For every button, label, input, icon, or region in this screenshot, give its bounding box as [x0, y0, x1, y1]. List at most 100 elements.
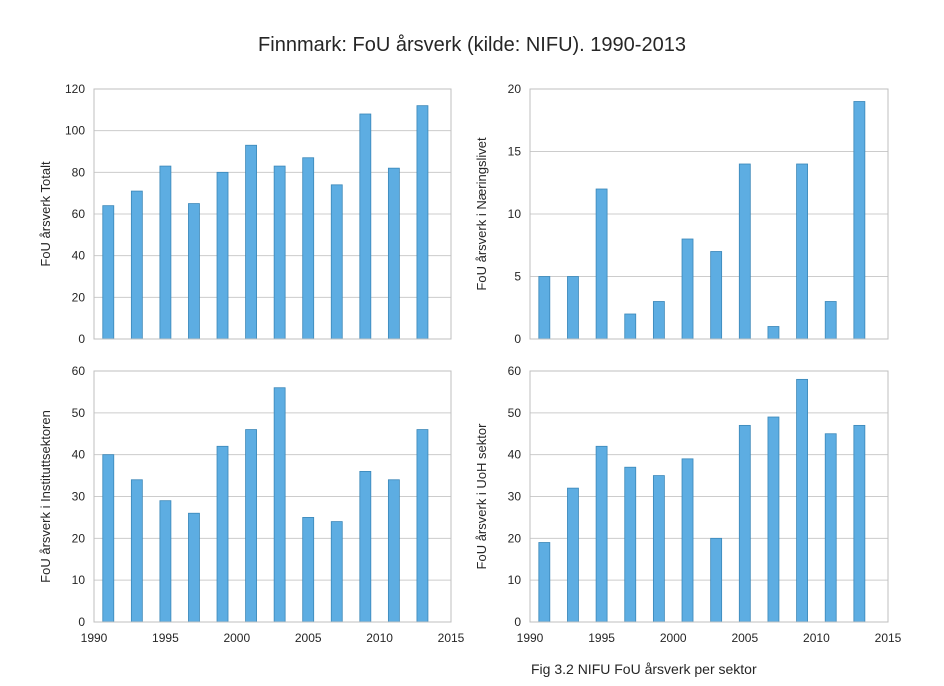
chart-panel-4: 0 10 20 30 40 50 60 1990 1995 2000 2005 2010 2015 FoU… [474, 364, 902, 645]
bar [853, 424, 866, 623]
bar [710, 537, 723, 623]
y-tick-label: 20 [508, 531, 522, 545]
y-tick-label: 5 [514, 270, 521, 284]
y-tick-label: 30 [72, 490, 86, 504]
bar [102, 205, 115, 340]
y-tick-label: 40 [508, 448, 522, 462]
y-tick-label: 50 [72, 406, 86, 420]
y-tick-label: 60 [72, 207, 86, 221]
bar [188, 512, 200, 623]
x-tick-label: 2000 [223, 631, 250, 645]
bar [330, 521, 343, 623]
y-tick-label: 100 [65, 124, 85, 138]
bar [652, 301, 665, 340]
plot-frame [529, 370, 889, 623]
bar [102, 454, 115, 623]
bar [824, 433, 837, 623]
bar [595, 188, 608, 340]
y-axis-label: FoU årsverk i Næringslivet [474, 137, 489, 291]
bar [216, 171, 229, 340]
bar [738, 424, 751, 623]
x-tick-label: 2005 [295, 631, 322, 645]
chart-panel-3: 0 10 20 30 40 50 60 1990 1995 2000 2005 2010 2015 FoU… [38, 364, 465, 645]
figure-title: Finnmark: FoU årsverk (kilde: NIFU). 199… [258, 34, 686, 56]
plot-frame [93, 370, 452, 623]
y-tick-label: 20 [72, 290, 86, 304]
x-tick-label: 2015 [438, 631, 465, 645]
bar [159, 500, 172, 623]
x-tick-label: 1990 [517, 631, 544, 645]
bar [245, 144, 257, 340]
y-tick-label: 60 [72, 364, 86, 378]
y-tick-label: 10 [72, 573, 86, 587]
bar [130, 190, 143, 340]
bar [567, 276, 579, 340]
bar [387, 479, 400, 623]
x-tick-label: 1990 [81, 631, 108, 645]
y-axis-label: FoU årsverk Totalt [38, 161, 53, 267]
bar [796, 163, 808, 340]
bar [652, 475, 665, 623]
y-tick-label: 15 [508, 145, 522, 159]
y-tick-label: 80 [72, 165, 86, 179]
bar [824, 301, 837, 340]
bar [359, 113, 372, 340]
bar [359, 470, 372, 623]
y-axis-label: FoU årsverk i UoH sektor [474, 423, 489, 570]
plot-frame [529, 88, 889, 340]
y-axis-label: FoU årsverk i Instituttsektoren [38, 410, 53, 583]
bar [330, 184, 343, 340]
bar [767, 326, 780, 340]
figure-caption: Fig 3.2 NIFU FoU årsverk per sektor [531, 661, 757, 677]
bar [387, 167, 400, 340]
bar [159, 165, 172, 340]
x-tick-label: 1995 [152, 631, 179, 645]
bar [595, 445, 608, 623]
bar [624, 466, 637, 623]
x-tick-label: 2010 [803, 631, 830, 645]
y-tick-label: 40 [72, 448, 86, 462]
bar [567, 487, 579, 623]
bar [767, 416, 780, 623]
bar [216, 445, 229, 623]
plot-frame [93, 88, 452, 340]
x-tick-label: 2015 [875, 631, 902, 645]
bar [302, 157, 315, 340]
y-tick-label: 120 [65, 82, 85, 96]
x-tick-label: 2010 [366, 631, 393, 645]
bar [738, 163, 751, 340]
bar [681, 238, 694, 340]
y-tick-label: 60 [508, 364, 522, 378]
x-tick-label: 1995 [588, 631, 615, 645]
bar [273, 387, 286, 623]
bar [624, 313, 637, 340]
bar [130, 479, 143, 623]
bar [302, 517, 315, 623]
bar [416, 429, 429, 623]
y-tick-label: 0 [78, 615, 85, 629]
y-tick-label: 0 [514, 332, 521, 346]
y-tick-label: 20 [508, 82, 522, 96]
bar [188, 203, 200, 340]
y-tick-label: 0 [78, 332, 85, 346]
y-tick-label: 0 [514, 615, 521, 629]
bar [681, 458, 694, 623]
y-tick-label: 10 [508, 207, 522, 221]
x-tick-label: 2005 [731, 631, 758, 645]
bar [710, 251, 723, 340]
y-tick-label: 20 [72, 531, 86, 545]
y-tick-label: 40 [72, 249, 86, 263]
y-tick-label: 30 [508, 490, 522, 504]
bar [796, 378, 808, 623]
bar [416, 105, 429, 340]
chart-panel-2: 0 5 10 15 20 FoU årsverk i Næringslivet [474, 82, 889, 346]
bar [538, 276, 551, 340]
bar [538, 542, 551, 623]
y-tick-label: 10 [508, 573, 522, 587]
y-tick-label: 50 [508, 406, 522, 420]
bar [273, 165, 286, 340]
x-tick-label: 2000 [660, 631, 687, 645]
bar [853, 101, 866, 340]
chart-panel-1: 0 20 40 60 80 100 120 FoU årsverk Totalt [38, 82, 452, 346]
